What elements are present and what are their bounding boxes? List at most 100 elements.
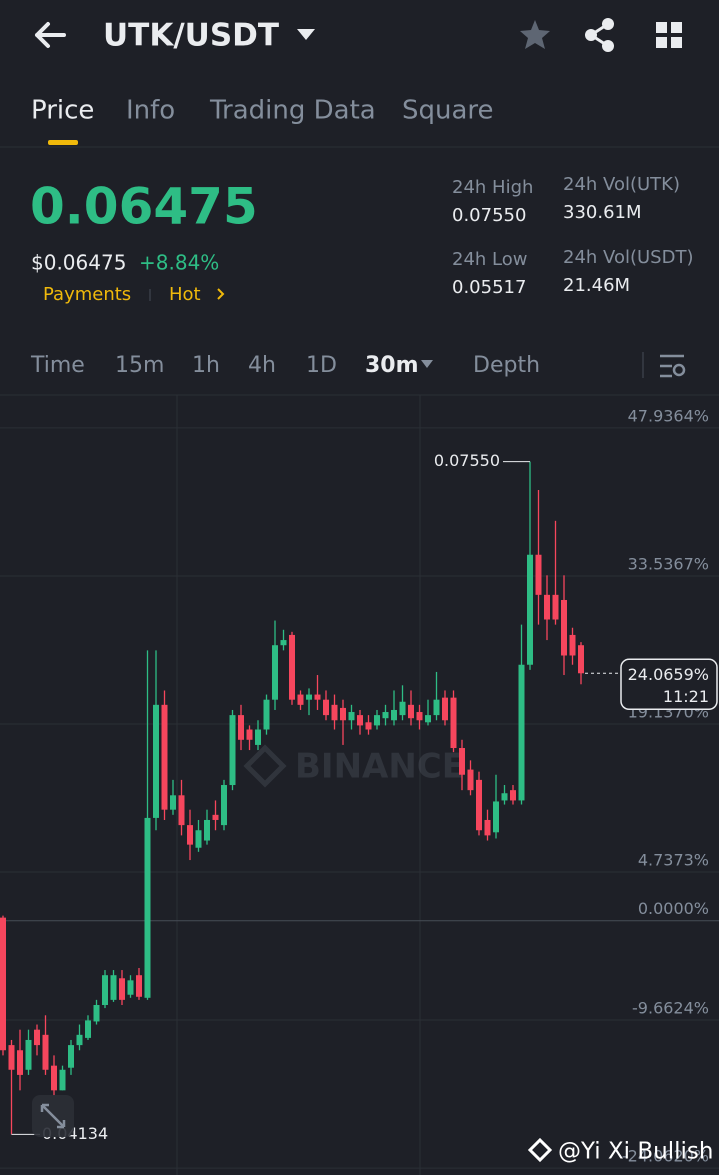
candle-body — [493, 801, 499, 833]
candle-body — [467, 769, 474, 791]
candle-body — [425, 715, 431, 723]
candle-body — [25, 1039, 32, 1070]
candle-body — [484, 819, 491, 836]
candle-body — [195, 830, 202, 848]
candle-body — [153, 704, 159, 818]
tag[interactable]: Payments — [43, 284, 131, 305]
candle-body — [442, 697, 448, 721]
chart-settings[interactable] — [660, 354, 686, 378]
candle-body — [501, 793, 508, 801]
candle-body — [382, 712, 389, 719]
candle-body — [238, 715, 244, 740]
candle-body — [76, 1034, 83, 1046]
candle-body — [552, 594, 559, 620]
interval-dropdown[interactable] — [421, 360, 433, 368]
candle-body — [34, 1029, 40, 1046]
candle-body — [127, 980, 134, 995]
candle-body — [416, 712, 423, 721]
y-tick-label: 33.5367% — [628, 554, 709, 573]
candle-body — [357, 715, 363, 726]
candle-body — [144, 817, 151, 998]
menu-grid[interactable] — [656, 22, 682, 48]
candle-body — [255, 729, 261, 745]
tag[interactable]: Hot — [169, 284, 201, 305]
interval-selected[interactable]: 30m — [365, 353, 419, 378]
stat-label: 24h Vol(UTK) — [563, 174, 680, 195]
interval[interactable]: Depth — [473, 353, 540, 378]
candle-body — [408, 704, 414, 719]
candle-body — [365, 722, 372, 730]
candle-body — [161, 704, 168, 810]
candle-body — [535, 554, 542, 595]
y-tick-label: 0.0000% — [638, 899, 709, 918]
candle-body — [297, 694, 304, 705]
candle-body — [348, 712, 355, 721]
candle-body — [51, 1065, 57, 1091]
tab[interactable]: Trading Data — [209, 96, 376, 126]
candle-body — [212, 814, 219, 820]
y-tick-label: -9.6624% — [632, 999, 709, 1018]
share-button[interactable] — [585, 18, 614, 52]
candle-body — [17, 1050, 23, 1075]
y-tick-label: 4.7373% — [638, 851, 709, 870]
candle-body — [544, 594, 550, 620]
candle-body — [204, 819, 210, 841]
stat-value: 0.07550 — [452, 205, 526, 226]
favorite-star[interactable] — [520, 20, 550, 49]
candle-body — [85, 1020, 91, 1038]
tab[interactable]: Price — [31, 96, 94, 126]
candle-body — [450, 697, 457, 749]
candle-body — [246, 729, 253, 740]
expand-icon — [40, 1103, 66, 1129]
credit-logo — [527, 1137, 553, 1163]
stat-value: 21.46M — [563, 275, 630, 296]
candle-body — [68, 1045, 74, 1068]
pair-title[interactable]: UTK/USDT — [103, 18, 279, 54]
candle-body — [476, 779, 482, 831]
candle-body — [518, 664, 525, 801]
interval[interactable]: 1h — [192, 353, 220, 378]
current-price-label: 24.0659% — [628, 665, 709, 684]
countdown-label: 11:21 — [663, 687, 709, 706]
candle-body — [0, 917, 6, 1051]
tab[interactable]: Info — [126, 96, 175, 126]
candle-body — [119, 978, 125, 1000]
tab[interactable]: Square — [402, 96, 494, 126]
interval[interactable]: 4h — [248, 353, 276, 378]
candle-body — [42, 1034, 49, 1070]
candle-body — [391, 709, 397, 721]
back-button[interactable] — [35, 22, 66, 48]
candle-body — [340, 707, 346, 721]
candle-body — [8, 1045, 15, 1070]
interval[interactable]: Time — [30, 353, 85, 378]
candle-body — [93, 1005, 100, 1022]
price-change: +8.84% — [139, 251, 219, 275]
stat-label: 24h Low — [452, 249, 527, 270]
stat-label: 24h High — [452, 177, 533, 198]
usd-price: $0.06475 — [31, 251, 126, 275]
candle-body — [289, 634, 295, 700]
high-label: 0.07550 — [434, 451, 500, 470]
candle-body — [110, 975, 117, 1000]
candle-body — [314, 694, 321, 700]
candle-body — [459, 748, 465, 775]
stat-value: 0.05517 — [452, 277, 526, 298]
candle-body — [306, 694, 312, 700]
stat-value: 330.61M — [563, 202, 642, 223]
candle-body — [399, 701, 406, 716]
pair-dropdown[interactable] — [297, 29, 315, 40]
candle-body — [510, 790, 516, 801]
candle-body — [178, 795, 185, 826]
tag-arrow — [217, 288, 225, 300]
watermark-text: BINANCE — [295, 747, 465, 787]
candle-body — [331, 704, 338, 721]
candle-body — [527, 554, 533, 665]
interval[interactable]: 15m — [115, 353, 164, 378]
credit: @Yi Xi Bullish — [558, 1139, 713, 1165]
stat-label: 24h Vol(USDT) — [563, 247, 693, 268]
y-tick-label: -24.0620% — [622, 1147, 709, 1166]
candle-body — [59, 1069, 66, 1091]
interval[interactable]: 1D — [306, 353, 337, 378]
candle-body — [229, 715, 236, 786]
